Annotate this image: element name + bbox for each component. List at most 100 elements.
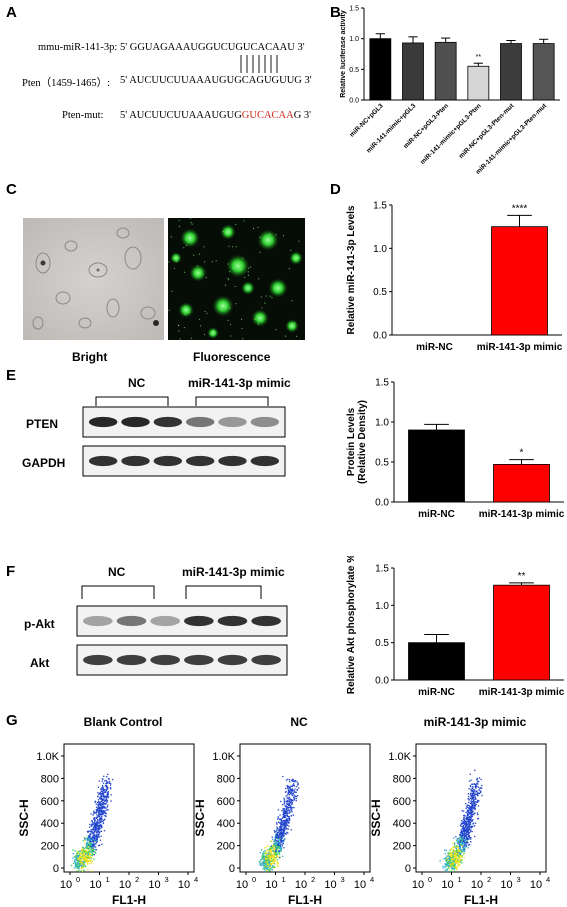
event-dot	[98, 826, 100, 828]
event-dot	[471, 825, 473, 828]
event-dot	[79, 850, 82, 852]
flow-x-label: FL1-H	[288, 893, 322, 907]
event-dot	[456, 862, 458, 864]
event-dot	[453, 868, 455, 870]
event-dot	[107, 792, 109, 795]
event-dot	[464, 833, 466, 835]
event-dot	[274, 859, 277, 861]
event-dot	[290, 800, 292, 802]
event-dot	[262, 852, 264, 855]
event-dot	[107, 773, 109, 775]
x-tick-exponent: 4	[546, 875, 550, 884]
fluorescent-speck	[222, 230, 224, 232]
event-dot	[262, 856, 264, 859]
event-dot	[287, 786, 289, 789]
event-dot	[285, 809, 287, 811]
event-dot	[462, 822, 465, 825]
x-tick-exponent: 1	[106, 875, 110, 884]
event-dot	[78, 863, 80, 865]
event-dot	[283, 830, 285, 833]
event-dot	[79, 860, 81, 862]
panel-label-f: F	[6, 563, 16, 580]
event-dot	[79, 856, 81, 858]
y-tick-label: 600	[41, 796, 59, 808]
event-dot	[265, 859, 267, 862]
event-dot	[93, 854, 95, 856]
event-dot	[104, 780, 106, 782]
event-dot	[463, 817, 465, 819]
event-dot	[108, 778, 110, 780]
event-dot	[101, 820, 103, 822]
event-dot	[457, 850, 459, 852]
event-dot	[275, 845, 277, 847]
event-dot	[472, 791, 475, 793]
event-dot	[86, 846, 88, 848]
event-dot	[78, 866, 81, 868]
x-tick-label: 10	[236, 879, 248, 891]
event-dot	[296, 781, 298, 783]
event-dot	[94, 851, 96, 853]
event-dot	[79, 864, 81, 866]
event-dot	[455, 839, 458, 841]
event-dot	[280, 847, 282, 849]
event-dot	[97, 827, 100, 830]
event-dot	[447, 865, 449, 867]
event-dot	[95, 803, 97, 805]
event-dot	[469, 821, 472, 824]
event-dot	[463, 821, 466, 824]
blot-band	[121, 455, 150, 467]
x-tick-exponent: 1	[458, 875, 462, 884]
event-dot	[274, 850, 277, 852]
event-dot	[466, 816, 468, 819]
event-dot	[278, 829, 280, 831]
event-dot	[87, 846, 90, 848]
event-dot	[474, 783, 476, 785]
event-dot	[76, 852, 79, 854]
event-dot	[476, 783, 478, 785]
event-dot	[287, 809, 289, 811]
fluorescent-speck	[264, 302, 266, 304]
event-dot	[86, 856, 88, 858]
event-dot	[84, 864, 86, 867]
event-dot	[86, 852, 88, 854]
event-dot	[103, 812, 105, 814]
event-dot	[462, 830, 465, 832]
event-dot	[87, 853, 89, 856]
significance-label: ****	[512, 203, 528, 214]
event-dot	[293, 779, 295, 782]
event-dot	[85, 852, 87, 854]
event-dot	[275, 849, 277, 851]
event-dot	[104, 807, 106, 809]
event-dot	[265, 870, 267, 873]
event-dot	[468, 837, 471, 839]
event-dot	[262, 862, 264, 864]
event-dot	[473, 825, 476, 827]
event-dot	[265, 868, 267, 870]
bar	[493, 584, 550, 681]
event-dot	[285, 801, 287, 803]
event-dot	[474, 789, 476, 791]
event-dot	[78, 867, 80, 870]
event-dot	[273, 857, 275, 860]
event-dot	[471, 794, 474, 797]
event-dot	[460, 822, 463, 825]
event-dot	[284, 810, 286, 813]
event-dot	[468, 801, 470, 804]
event-dot	[470, 788, 472, 790]
event-dot	[469, 793, 472, 795]
event-dot	[98, 812, 100, 815]
event-dot	[271, 869, 273, 871]
event-dot	[87, 862, 89, 864]
event-dot	[94, 801, 96, 803]
event-dot	[455, 865, 458, 868]
event-dot	[277, 837, 279, 839]
event-dot	[275, 853, 277, 855]
event-dot	[107, 793, 109, 795]
event-dot	[462, 821, 464, 823]
event-dot	[287, 790, 290, 792]
blot-f-label-pakt: p-Akt	[24, 617, 55, 631]
event-dot	[81, 853, 84, 856]
event-dot	[459, 843, 462, 846]
event-dot	[454, 860, 456, 862]
event-dot	[269, 861, 271, 863]
